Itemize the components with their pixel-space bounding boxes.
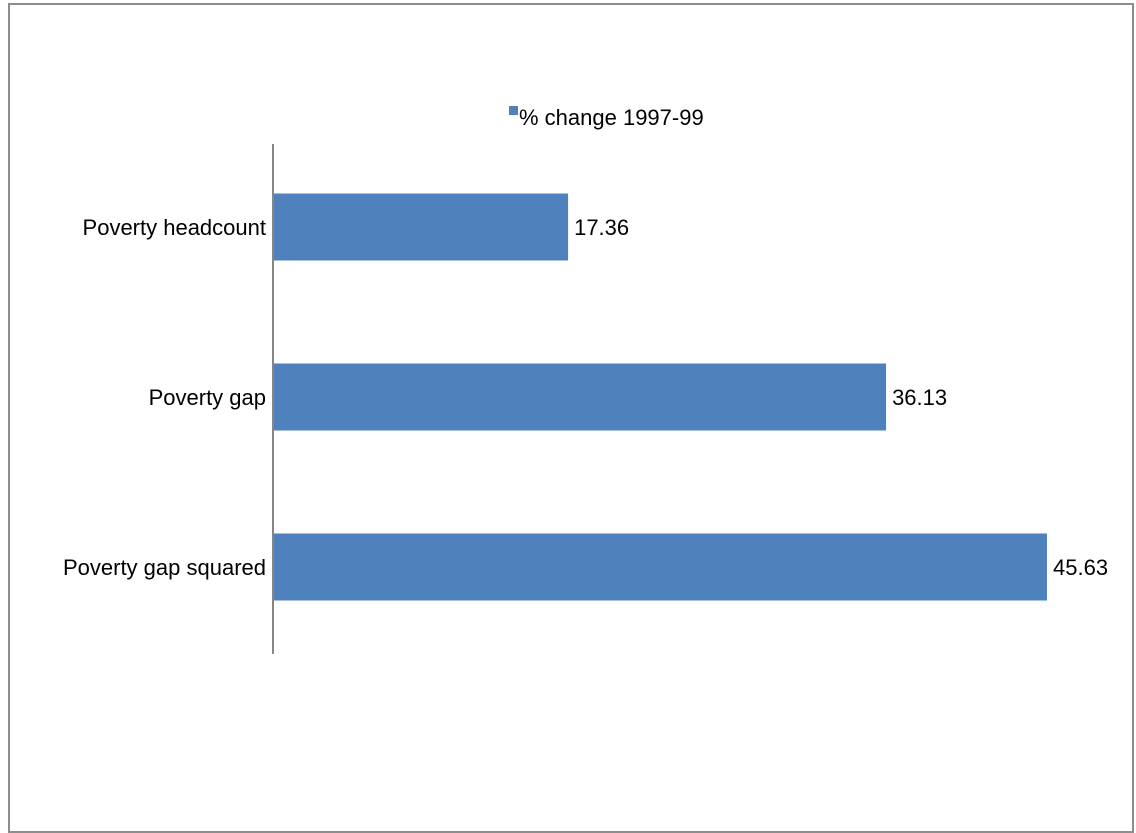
legend-swatch xyxy=(509,106,518,115)
bar-poverty-headcount xyxy=(274,193,569,261)
data-label: 36.13 xyxy=(892,385,947,410)
data-label: 17.36 xyxy=(574,215,629,240)
category-label: Poverty gap squared xyxy=(63,555,266,580)
bar-poverty-gap-squared xyxy=(274,533,1047,601)
legend: % change 1997-99 xyxy=(509,105,704,130)
bar-poverty-gap xyxy=(274,363,887,431)
bars-group xyxy=(274,193,1047,601)
legend-label: % change 1997-99 xyxy=(519,105,704,130)
data-label: 45.63 xyxy=(1053,555,1108,580)
category-labels: Poverty headcount Poverty gap Poverty gap … xyxy=(63,215,266,580)
data-labels: 17.36 36.13 45.63 xyxy=(574,215,1108,580)
category-label: Poverty gap xyxy=(149,385,266,410)
category-label: Poverty headcount xyxy=(83,215,266,240)
